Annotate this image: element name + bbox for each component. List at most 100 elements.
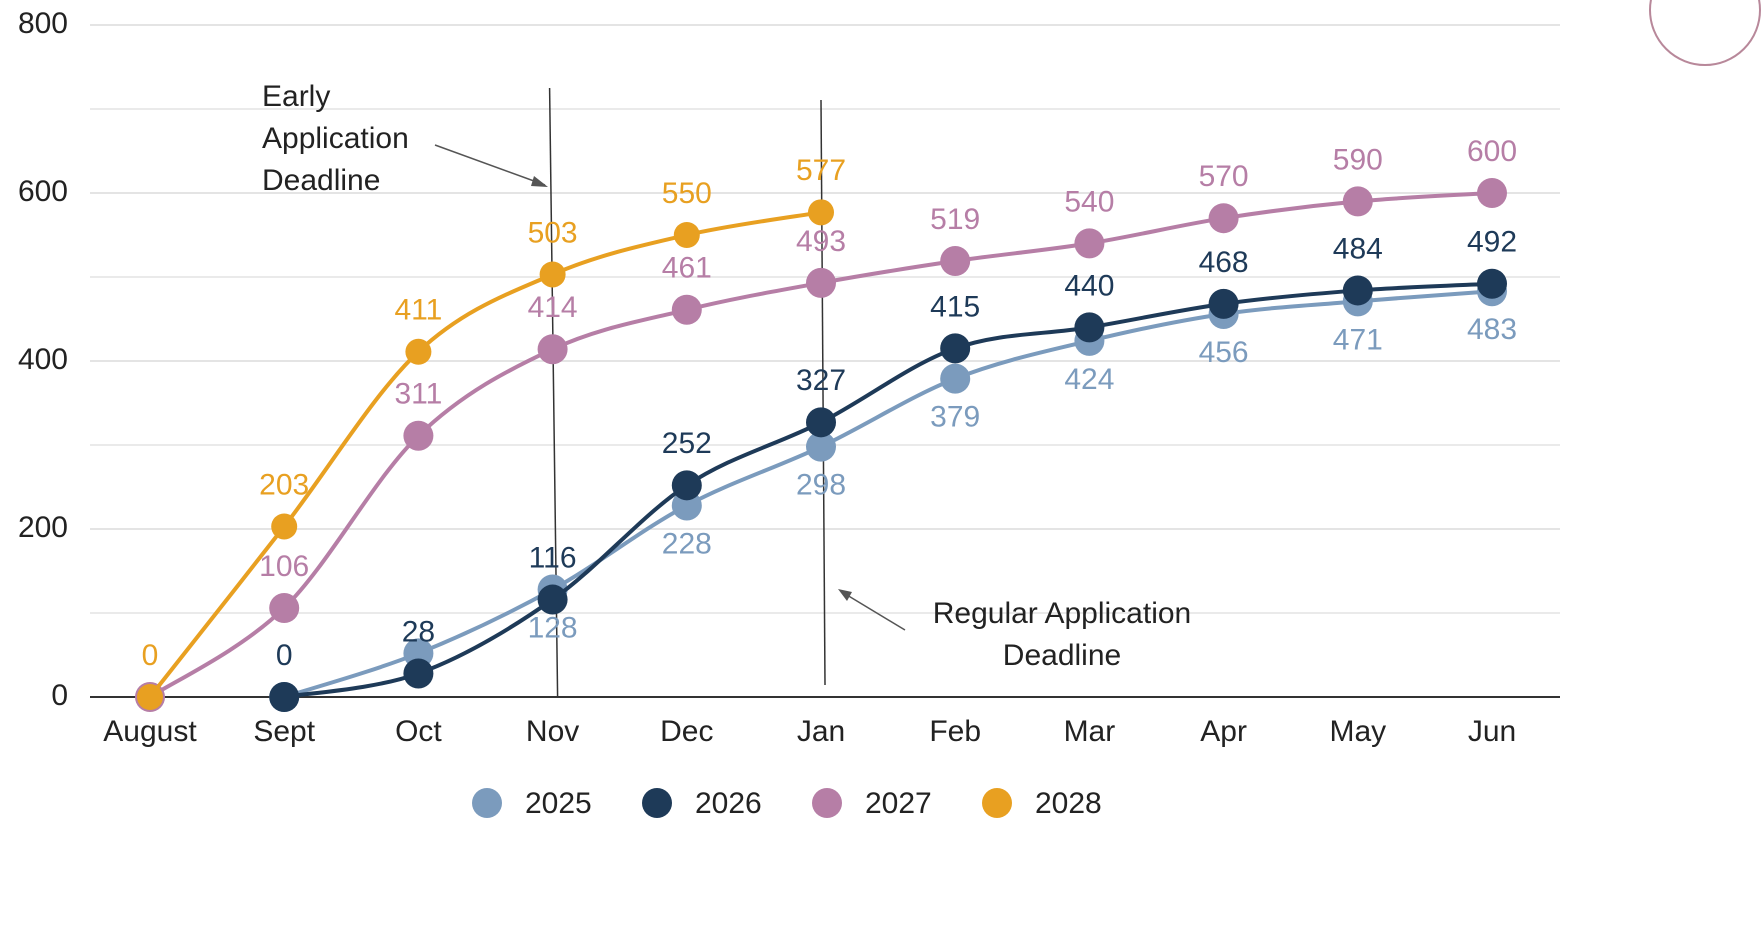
point: [806, 407, 836, 438]
point: [405, 338, 432, 365]
data-label: 461: [662, 252, 712, 285]
arrowhead: [838, 589, 852, 601]
data-label: 600: [1467, 135, 1517, 168]
y-tick-label: 0: [51, 679, 68, 712]
point: [539, 261, 566, 288]
y-tick-label: 400: [18, 343, 68, 376]
y-tick-label: 800: [18, 7, 68, 40]
point: [1074, 228, 1105, 259]
point: [1342, 186, 1373, 217]
annotation: Deadline: [1003, 639, 1121, 672]
y-tick-label: 600: [18, 175, 68, 208]
data-label: 456: [1199, 336, 1249, 369]
data-label: 252: [662, 427, 712, 460]
data-label: 503: [528, 216, 578, 249]
data-label: 228: [662, 527, 712, 560]
x-tick-label: Oct: [395, 715, 442, 748]
data-label: 519: [930, 203, 980, 236]
x-tick-label: August: [103, 715, 197, 748]
x-tick-label: Apr: [1200, 715, 1247, 748]
arrowhead: [531, 176, 548, 187]
data-label: 311: [394, 378, 442, 411]
data-label: 414: [528, 291, 578, 324]
data-label: 440: [1064, 269, 1114, 302]
point: [806, 267, 836, 298]
point: [403, 658, 434, 689]
point: [271, 513, 298, 540]
data-label: 550: [662, 177, 712, 210]
series-line: [148, 191, 1493, 699]
data-label: 116: [529, 541, 577, 574]
series-line: [283, 281, 1493, 699]
point: [1342, 275, 1373, 306]
legend-swatch: [642, 788, 672, 818]
data-label: 493: [796, 225, 846, 258]
point: [1208, 288, 1239, 319]
data-label: 128: [528, 611, 578, 644]
legend-label: 2026: [695, 787, 762, 820]
data-label: 327: [796, 364, 846, 397]
x-tick-label: Nov: [526, 715, 579, 748]
data-label: 298: [796, 469, 846, 502]
data-label: 577: [796, 154, 846, 187]
point: [808, 199, 834, 226]
legend-swatch: [472, 788, 502, 818]
point: [537, 584, 568, 615]
point: [1208, 203, 1239, 234]
data-label: 424: [1064, 363, 1114, 396]
x-tick-label: May: [1329, 715, 1386, 748]
point: [269, 592, 300, 623]
deadline-line: [820, 99, 826, 686]
data-label: 379: [930, 401, 980, 434]
x-tick-label: Jun: [1468, 715, 1516, 748]
point: [403, 420, 434, 451]
x-tick-label: Dec: [660, 715, 713, 748]
point: [673, 222, 700, 248]
legend-label: 2028: [1035, 787, 1102, 820]
data-label: 106: [259, 550, 309, 583]
annotation: Early: [262, 80, 330, 113]
point: [1477, 268, 1507, 299]
data-label: 590: [1333, 143, 1383, 176]
arrow: [434, 144, 546, 186]
annotation: Application: [262, 122, 409, 155]
x-tick-label: Feb: [929, 715, 981, 748]
y-tick-label: 200: [18, 511, 68, 544]
data-label: 483: [1467, 313, 1517, 346]
data-label: 492: [1467, 226, 1517, 259]
data-label: 411: [394, 294, 442, 327]
point: [1074, 312, 1105, 343]
series-line: [283, 289, 1493, 699]
point: [940, 363, 971, 394]
data-label: 471: [1333, 323, 1383, 356]
x-tick-label: Sept: [253, 715, 315, 748]
x-tick-label: Mar: [1064, 715, 1116, 748]
data-label: 570: [1199, 160, 1249, 193]
point: [671, 294, 702, 325]
point: [671, 470, 702, 501]
x-tick-label: Jan: [797, 715, 845, 748]
arrow: [841, 591, 906, 631]
data-label: 0: [276, 639, 293, 672]
point: [940, 333, 971, 364]
point: [269, 682, 300, 712]
data-label: 540: [1064, 185, 1114, 218]
legend-swatch: [812, 788, 842, 818]
data-label: 28: [402, 615, 435, 648]
point: [537, 334, 568, 365]
annotation: Regular Application: [933, 597, 1192, 630]
data-label: 0: [142, 639, 159, 672]
data-label: 203: [259, 468, 309, 501]
point: [806, 431, 836, 462]
data-label: 468: [1199, 246, 1249, 279]
point: [1477, 178, 1507, 208]
point: [137, 684, 163, 710]
legend-label: 2025: [525, 787, 592, 820]
legend-label: 2027: [865, 787, 932, 820]
data-label: 415: [930, 290, 980, 323]
annotation: Deadline: [262, 164, 380, 197]
logo: [1649, 0, 1761, 66]
data-label: 484: [1333, 232, 1383, 265]
legend-swatch: [982, 788, 1012, 818]
